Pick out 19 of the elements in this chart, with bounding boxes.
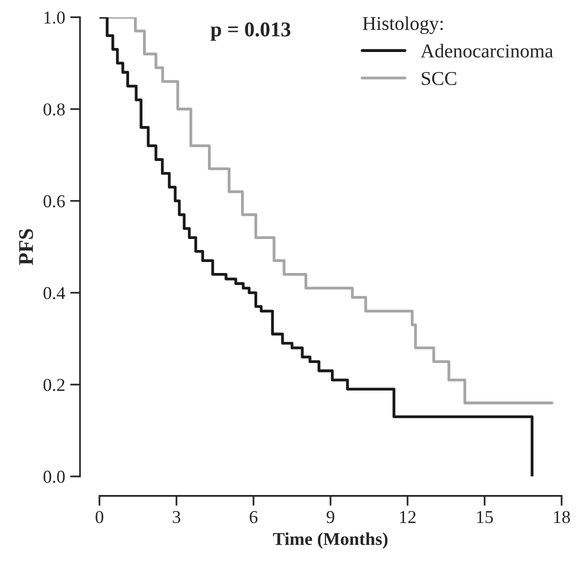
y-tick-label: 0.6 bbox=[44, 195, 65, 208]
x-tick-label: 15 bbox=[477, 511, 493, 524]
y-axis-title: PFS bbox=[19, 229, 34, 265]
y-tick-label: 1.0 bbox=[44, 11, 65, 24]
x-tick-label: 6 bbox=[250, 511, 258, 524]
x-tick-label: 0 bbox=[96, 510, 104, 524]
y-tick-label: 0.2 bbox=[44, 378, 64, 392]
x-tick-label: 3 bbox=[172, 511, 180, 524]
y-tick-label: 0.8 bbox=[44, 103, 65, 116]
x-tick-label: 12 bbox=[400, 511, 416, 523]
legend-label: Adenocarcinoma bbox=[420, 44, 554, 58]
annotation: p = 0.013 bbox=[210, 22, 290, 41]
y-tick-label: 0.0 bbox=[44, 470, 65, 483]
x-tick-label: 18 bbox=[554, 510, 570, 524]
legend-label: SCC bbox=[422, 72, 456, 86]
y-tick-label: 0.4 bbox=[44, 286, 66, 300]
legend-title: Histology: bbox=[362, 16, 443, 34]
x-axis-title: Time (Months) bbox=[273, 532, 388, 549]
x-tick-label: 9 bbox=[326, 511, 334, 524]
